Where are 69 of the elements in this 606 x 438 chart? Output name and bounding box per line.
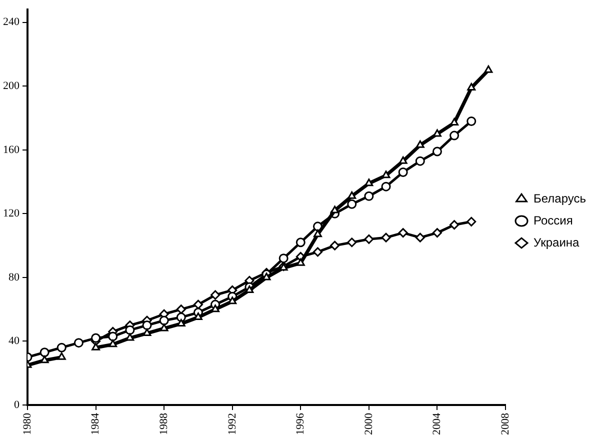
point xyxy=(125,325,135,335)
y-tick-label: 120 xyxy=(3,208,20,220)
point xyxy=(330,240,340,250)
x-tick-label: 2004 xyxy=(431,412,444,435)
y-tick-label: 0 xyxy=(14,398,20,411)
x-tick-label: 1988 xyxy=(158,412,170,435)
point xyxy=(193,300,203,310)
x-tick-label: 1984 xyxy=(90,412,102,435)
point xyxy=(159,316,169,326)
point xyxy=(56,342,66,352)
point xyxy=(296,258,305,266)
point xyxy=(450,220,460,230)
point xyxy=(381,232,391,242)
point xyxy=(296,238,306,248)
point xyxy=(228,296,237,304)
point xyxy=(398,156,408,164)
y-tick-label: 40 xyxy=(8,335,20,348)
point xyxy=(466,116,476,126)
x-tick-label: 1992 xyxy=(226,413,238,435)
point xyxy=(347,238,357,248)
point xyxy=(466,216,476,226)
point xyxy=(40,348,50,358)
y-tick-label: 160 xyxy=(3,144,20,156)
point xyxy=(381,182,391,192)
point xyxy=(211,304,220,312)
point xyxy=(348,191,356,199)
point xyxy=(142,320,152,330)
y-tick-label: 200 xyxy=(3,80,20,92)
x-tick-label: 2008 xyxy=(499,412,512,435)
point xyxy=(91,333,101,343)
point xyxy=(314,230,322,238)
point xyxy=(57,352,66,360)
point xyxy=(415,232,425,242)
point xyxy=(364,191,374,201)
point xyxy=(364,234,374,244)
point xyxy=(432,228,442,238)
point xyxy=(108,340,118,348)
x-tick-label: 2000 xyxy=(362,412,375,435)
point xyxy=(364,178,374,186)
x-tick-label: 1996 xyxy=(294,412,307,435)
point xyxy=(92,342,100,350)
point xyxy=(347,199,357,209)
point xyxy=(330,206,340,214)
point xyxy=(40,356,49,364)
point xyxy=(108,332,118,342)
legend-label: Украина xyxy=(534,235,580,250)
point xyxy=(450,118,459,126)
point xyxy=(160,324,168,332)
point xyxy=(398,167,408,177)
point xyxy=(416,140,424,148)
point xyxy=(467,82,476,90)
point xyxy=(278,254,288,264)
x-tick-label: 1980 xyxy=(21,412,34,435)
y-tick-label: 80 xyxy=(8,271,20,284)
legend-label: Россия xyxy=(534,213,573,228)
point xyxy=(432,146,442,156)
y-tick-label: 240 xyxy=(3,16,20,28)
point xyxy=(433,129,442,137)
point xyxy=(398,228,408,238)
legend-label: Беларусь xyxy=(534,191,586,206)
point xyxy=(176,318,186,326)
point xyxy=(74,338,84,348)
point xyxy=(450,130,460,140)
point xyxy=(210,290,220,300)
point xyxy=(312,247,322,257)
point xyxy=(415,156,425,166)
point xyxy=(382,170,390,178)
point xyxy=(176,304,186,314)
point xyxy=(484,65,493,73)
